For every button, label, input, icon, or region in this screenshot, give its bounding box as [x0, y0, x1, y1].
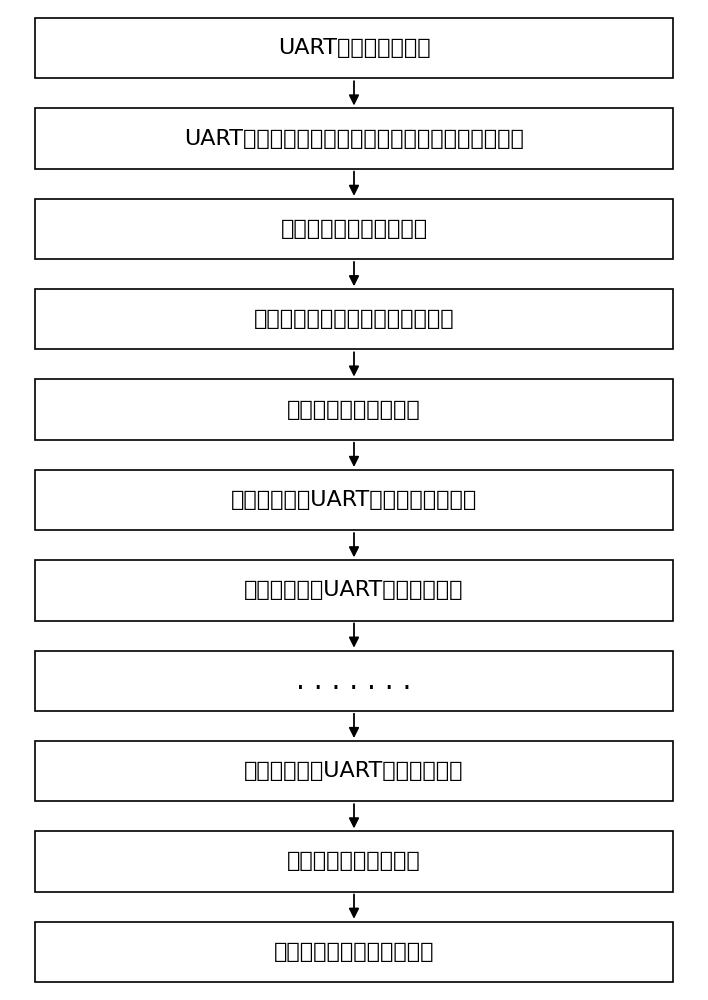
Bar [35, 379, 673, 440]
Bar [35, 470, 673, 530]
Text: UART模块设置中断标记，并向微控制器发出中断请求: UART模块设置中断标记，并向微控制器发出中断请求 [184, 129, 524, 149]
Bar [35, 831, 673, 892]
Text: 微控制器恢复中断现场: 微控制器恢复中断现场 [287, 851, 421, 871]
Text: 微控制器跳到UART中断处理函数入口: 微控制器跳到UART中断处理函数入口 [231, 490, 477, 510]
Text: 微控制器恢复被中断的操作: 微控制器恢复被中断的操作 [274, 942, 434, 962]
Bar [35, 108, 673, 169]
Bar [35, 199, 673, 259]
Text: . . . . . . .: . . . . . . . [297, 667, 411, 695]
Bar [35, 289, 673, 349]
Bar [35, 18, 673, 78]
Text: UART模块接收到数据: UART模块接收到数据 [278, 38, 430, 58]
Bar [35, 741, 673, 801]
Bar [35, 922, 673, 982]
Text: 微控制器保存中断现场: 微控制器保存中断现场 [287, 400, 421, 420]
Bar [35, 560, 673, 621]
Bar [35, 651, 673, 711]
Text: 微控制器退出UART中断处理函数: 微控制器退出UART中断处理函数 [244, 761, 464, 781]
Text: 微控制器中断当前正在进行的操作: 微控制器中断当前正在进行的操作 [253, 309, 455, 329]
Text: 微控制器执行UART中断处理函数: 微控制器执行UART中断处理函数 [244, 580, 464, 600]
Text: 微控制器检测到中断请求: 微控制器检测到中断请求 [280, 219, 428, 239]
